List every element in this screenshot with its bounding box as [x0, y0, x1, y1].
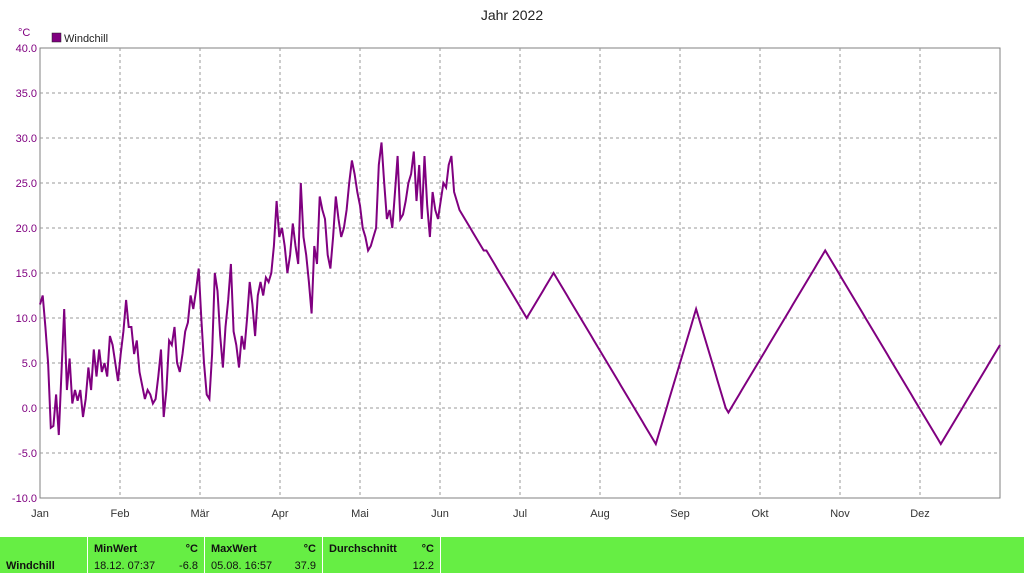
- x-tick-label: Apr: [271, 508, 288, 520]
- min-value: -6.8: [179, 560, 198, 572]
- legend-swatch-windchill: [51, 32, 62, 43]
- y-tick-label: -5.0: [18, 448, 37, 460]
- y-tick-label: 15.0: [16, 268, 37, 280]
- x-tick-label: Jan: [31, 508, 49, 520]
- y-tick-label: 25.0: [16, 178, 37, 190]
- max-value: 37.9: [294, 560, 316, 572]
- max-unit: °C: [303, 543, 316, 555]
- y-unit-label: °C: [18, 27, 30, 39]
- series-line-windchill: [39, 142, 1001, 447]
- stats-bar: Windchill MinWert °C 18.12. 07:37 -6.8 M…: [0, 537, 1024, 573]
- y-tick-label: 20.0: [16, 223, 37, 235]
- x-tick-label: Jun: [431, 508, 449, 520]
- stats-series-cell: Windchill: [0, 537, 88, 573]
- x-tick-label: Aug: [590, 508, 610, 520]
- max-header: MaxWert: [211, 543, 257, 555]
- x-tick-label: Sep: [670, 508, 690, 520]
- y-tick-label: 40.0: [16, 43, 37, 55]
- stats-max-cell: MaxWert °C 05.08. 16:57 37.9: [205, 537, 323, 573]
- x-axis-ticks: Jan Feb Mär Apr Mai Jun Jul Aug Sep Okt Nov Dez: [31, 508, 930, 520]
- y-tick-label: 10.0: [16, 313, 37, 325]
- y-tick-label: 0.0: [22, 403, 37, 415]
- y-tick-label: 35.0: [16, 88, 37, 100]
- y-tick-label: 30.0: [16, 133, 37, 145]
- avg-value: 12.2: [412, 560, 434, 572]
- stats-min-cell: MinWert °C 18.12. 07:37 -6.8: [88, 537, 205, 573]
- min-unit: °C: [185, 543, 198, 555]
- windchill-chart: 40.0 35.0 30.0 25.0 20.0 15.0 10.0 5.0 0.0 -5.0 -1…: [12, 7, 1001, 520]
- x-tick-label: Nov: [830, 508, 850, 520]
- min-time: 18.12. 07:37: [94, 560, 156, 572]
- x-tick-label: Mär: [191, 508, 210, 520]
- max-time: 05.08. 16:57: [211, 560, 273, 572]
- y-tick-label: -10.0: [12, 493, 37, 505]
- grid-lines: [40, 48, 1000, 498]
- x-tick-label: Mai: [351, 508, 369, 520]
- min-header: MinWert: [94, 543, 138, 555]
- y-tick-label: 5.0: [22, 358, 37, 370]
- x-tick-label: Feb: [111, 508, 130, 520]
- x-tick-label: Okt: [751, 508, 768, 520]
- x-tick-label: Jul: [513, 508, 527, 520]
- avg-unit: °C: [421, 543, 434, 555]
- x-tick-label: Dez: [910, 508, 930, 520]
- stats-series-label: Windchill: [6, 560, 55, 572]
- stats-avg-cell: Durchschnitt °C 12.2: [323, 537, 441, 573]
- chart-title: Jahr 2022: [481, 7, 543, 23]
- avg-header: Durchschnitt: [329, 543, 397, 555]
- legend-label-windchill: Windchill: [64, 33, 108, 45]
- y-axis-ticks: 40.0 35.0 30.0 25.0 20.0 15.0 10.0 5.0 0.0 -5.0 -1…: [12, 43, 37, 505]
